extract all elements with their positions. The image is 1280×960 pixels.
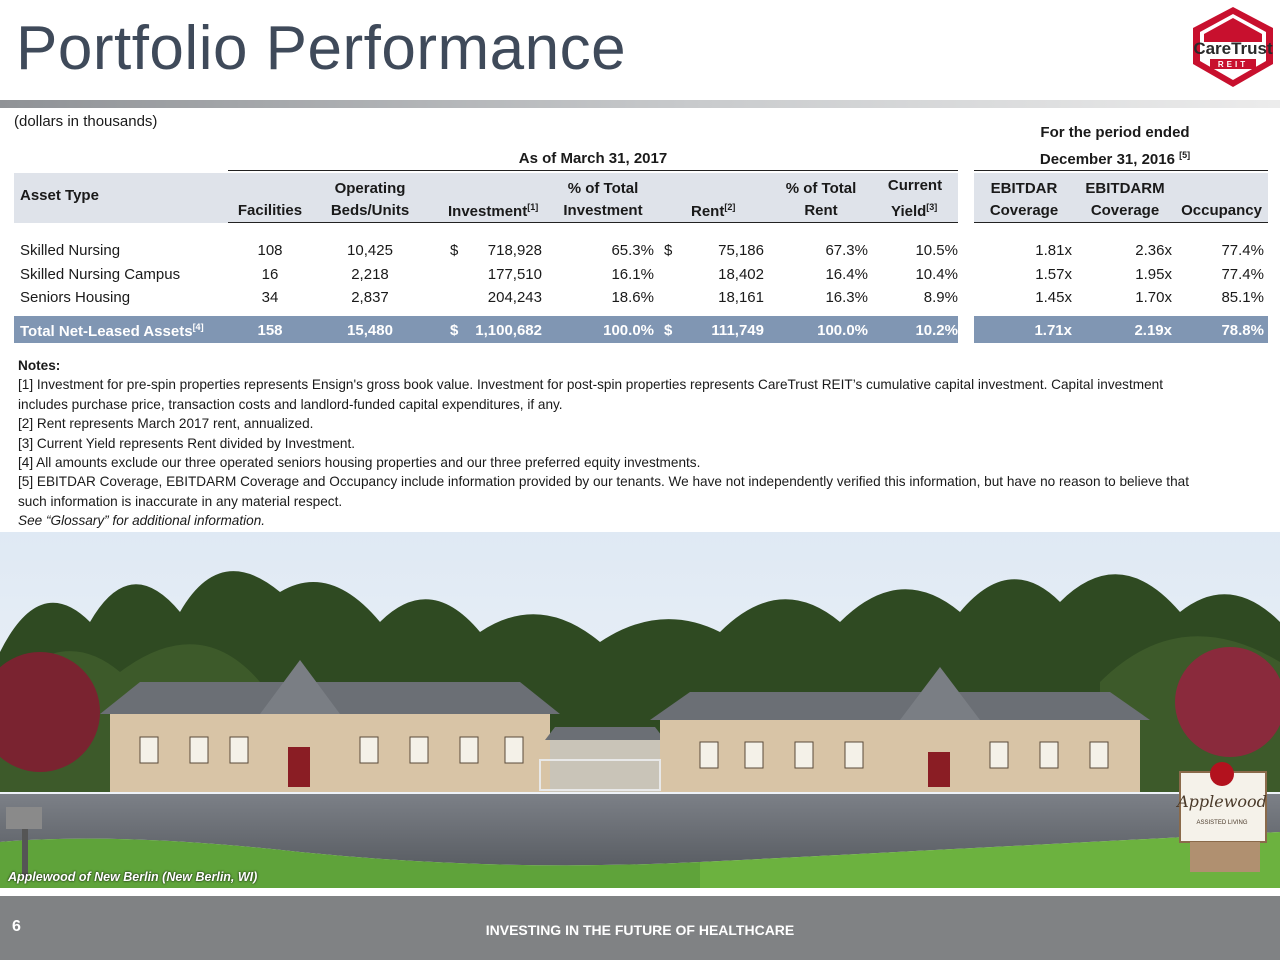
footnotes: Notes: [1] Investment for pre-spin prope…: [18, 356, 1268, 531]
group-rule-right: [974, 170, 1268, 171]
col-beds-bottom: Beds/Units: [330, 202, 410, 219]
column-header-band-right: [974, 173, 1268, 223]
col-ebitdar-top: EBITDAR: [990, 180, 1058, 197]
total-row-band-right: [974, 316, 1268, 343]
col-yield-top: Current: [887, 177, 943, 194]
sign-subtext: ASSISTED LIVING: [1196, 820, 1247, 826]
page-number: 6: [12, 918, 21, 935]
total-row-band: [14, 316, 958, 343]
col-ebitdar-bottom: Coverage: [989, 202, 1059, 219]
header-rule-left: [228, 222, 958, 223]
caretrust-logo: CareTrust REIT: [1193, 7, 1273, 87]
glossary-note: See “Glossary” for additional informatio…: [18, 513, 266, 529]
col-pct-rent-top: % of Total: [785, 180, 857, 197]
header-rule-right: [974, 222, 1268, 223]
group-rule-left: [228, 170, 958, 171]
col-facilities: Facilities: [237, 202, 303, 219]
logo-subtext: REIT: [1218, 60, 1248, 69]
note-4: [4] All amounts exclude our three operat…: [18, 455, 701, 471]
page-title: Portfolio Performance: [16, 14, 627, 83]
col-ebitdarm-top: EBITDARM: [1085, 180, 1165, 197]
col-ebitdarm-bottom: Coverage: [1090, 202, 1160, 219]
group-header-left: As of March 31, 2017: [518, 150, 668, 167]
logo-wordmark: CareTrust: [1193, 39, 1273, 58]
col-beds-top: Operating: [334, 180, 406, 197]
col-yield-bottom: Yield[3]: [891, 202, 938, 220]
property-photo: Applewood ASSISTED LIVING: [0, 532, 1280, 888]
col-rent: Rent[2]: [691, 202, 736, 220]
column-header-band: [14, 173, 958, 223]
note-1: [1] Investment for pre-spin properties r…: [18, 377, 1163, 412]
footer-bar: 6 INVESTING IN THE FUTURE OF HEALTHCARE: [0, 896, 1280, 960]
note-3: [3] Current Yield represents Rent divide…: [18, 435, 355, 451]
notes-heading: Notes:: [18, 358, 61, 373]
col-investment: Investment[1]: [448, 202, 539, 220]
col-occupancy: Occupancy: [1181, 202, 1262, 219]
col-pct-inv-bottom: Investment: [563, 202, 643, 219]
title-divider: [0, 100, 1280, 108]
col-pct-rent-bottom: Rent: [804, 202, 838, 219]
sign-text: Applewood: [1175, 792, 1267, 811]
group-header-right-line1: For the period ended: [1040, 124, 1190, 141]
group-header-right-line2: December 31, 2016 [5]: [1039, 150, 1191, 168]
note-5: [5] EBITDAR Coverage, EBITDARM Coverage …: [18, 474, 1189, 509]
col-asset-type: Asset Type: [20, 187, 99, 204]
note-2: [2] Rent represents March 2017 rent, ann…: [18, 416, 314, 432]
col-pct-inv-top: % of Total: [567, 180, 639, 197]
photo-caption: Applewood of New Berlin (New Berlin, WI): [8, 870, 258, 884]
units-note: (dollars in thousands): [14, 113, 158, 130]
footer-tagline: INVESTING IN THE FUTURE OF HEALTHCARE: [485, 922, 795, 938]
